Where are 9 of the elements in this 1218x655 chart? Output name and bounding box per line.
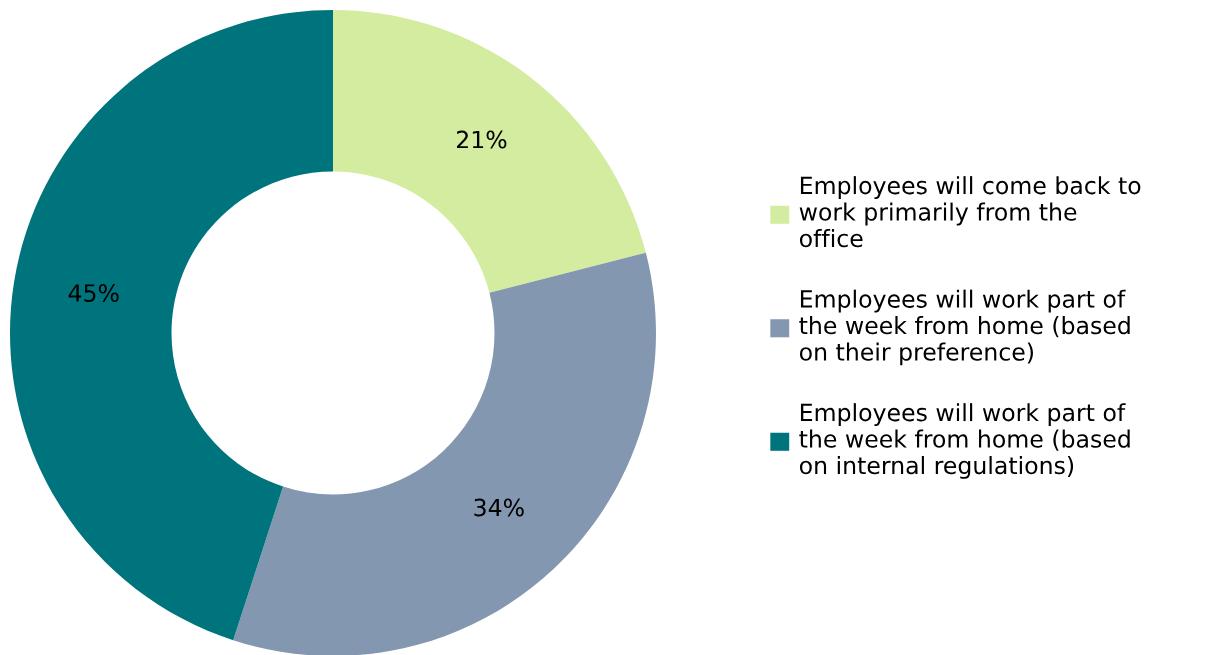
data-label: 34% <box>474 498 524 517</box>
legend-label: Employees will come back to work primarily from the office <box>799 176 1141 248</box>
donut-slice <box>333 10 646 293</box>
legend-label: Employees will work part of the week from home (based on their preference) <box>799 289 1130 366</box>
donut-slice <box>10 10 333 641</box>
data-label: 21% <box>456 130 507 149</box>
data-label: 45% <box>68 284 119 302</box>
donut-slice <box>233 252 656 655</box>
legend-label: Employees will work part of the week from home (based on internal regulations) <box>799 403 1130 479</box>
